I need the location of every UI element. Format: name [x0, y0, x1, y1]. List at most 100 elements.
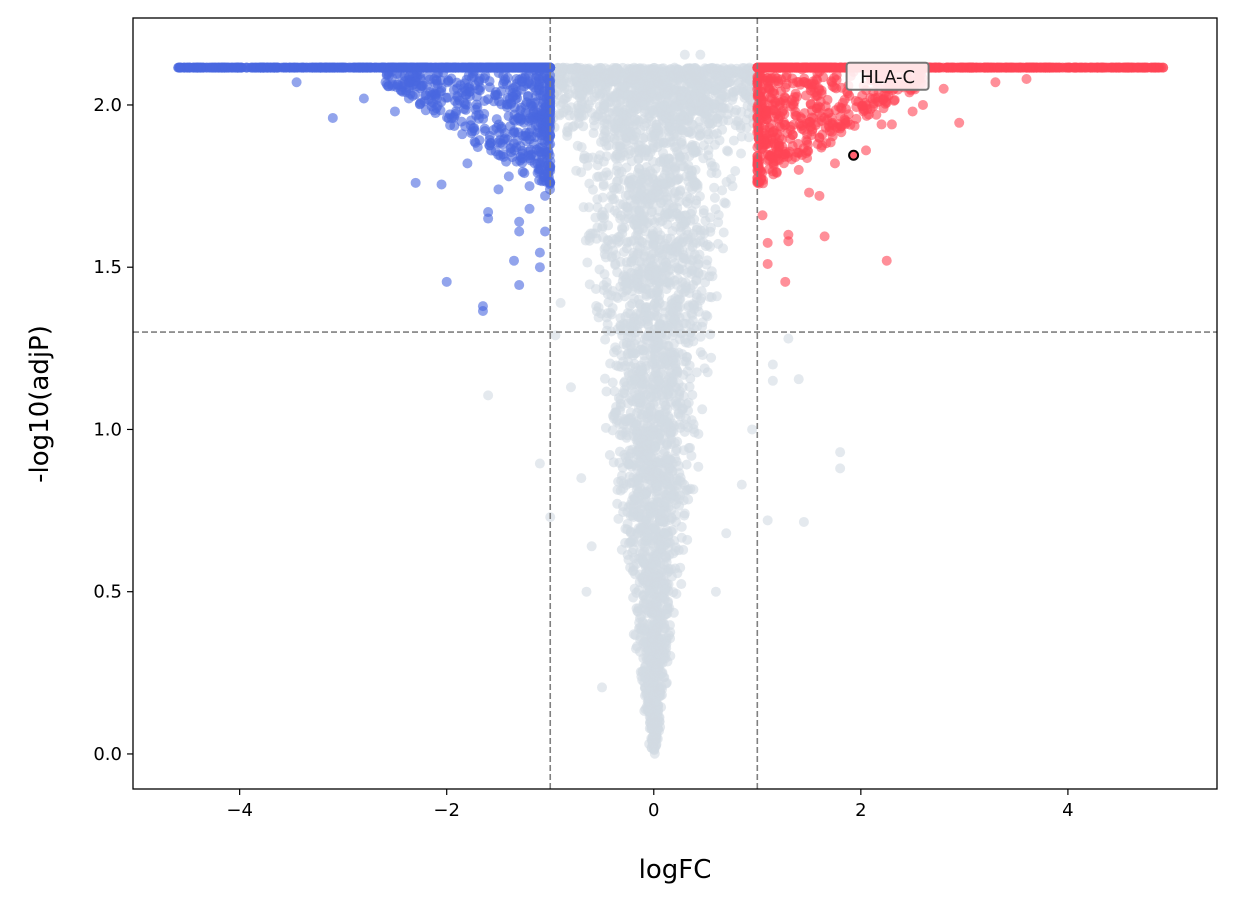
point-ns [653, 77, 664, 88]
point-ns [658, 517, 669, 528]
point-ns [653, 699, 664, 710]
point-ns [706, 352, 717, 363]
point-ns [673, 409, 684, 420]
point-ns [641, 701, 652, 712]
point-ns [703, 118, 714, 129]
point-down [255, 62, 266, 73]
point-down [185, 62, 196, 73]
point-ns [609, 413, 620, 424]
point-ns [611, 135, 622, 146]
point-ns [835, 447, 846, 458]
point-ns [675, 472, 686, 483]
point-ns [614, 457, 625, 468]
point-down [496, 121, 507, 132]
point-ns [676, 579, 687, 590]
point-down [289, 62, 300, 73]
point-ns [652, 618, 663, 629]
point-ns [633, 314, 644, 325]
point-ns [573, 82, 584, 93]
point-ns [567, 121, 578, 132]
point-ns [657, 273, 668, 284]
point-ns [673, 545, 684, 556]
point-ns [560, 93, 571, 104]
point-ns [710, 204, 721, 215]
point-ns [626, 182, 637, 193]
point-ns [581, 586, 592, 597]
point-ns [582, 257, 593, 268]
point-ns [634, 458, 645, 469]
point-ns [665, 397, 676, 408]
point-ns [690, 198, 701, 209]
point-ns [762, 515, 773, 526]
point-ns [681, 318, 692, 329]
point-ns [620, 360, 631, 371]
point-ns [676, 136, 687, 147]
point-ns [654, 319, 665, 330]
point-ns [723, 146, 734, 157]
point-ns [624, 414, 635, 425]
point-down [540, 226, 551, 237]
point-ns [705, 63, 716, 74]
point-ns [700, 310, 711, 321]
point-down [540, 190, 551, 201]
point-down [291, 77, 302, 88]
point-ns [605, 358, 616, 369]
point-down [524, 181, 535, 192]
point-ns [694, 130, 705, 141]
points-layer [173, 49, 1169, 759]
point-ns [675, 226, 686, 237]
point-down [479, 123, 490, 134]
point-ns [716, 89, 727, 100]
point-ns [609, 118, 620, 129]
point-ns [641, 486, 652, 497]
point-ns [634, 116, 645, 127]
point-ns [650, 732, 661, 743]
point-ns [683, 337, 694, 348]
point-ns [681, 485, 692, 496]
point-ns [598, 213, 609, 224]
point-down [406, 77, 417, 88]
point-ns [656, 102, 667, 113]
point-ns [633, 294, 644, 305]
point-ns [692, 301, 703, 312]
point-ns [645, 383, 656, 394]
point-ns [694, 191, 705, 202]
point-down [515, 115, 526, 126]
point-ns [683, 176, 694, 187]
point-ns [534, 458, 545, 469]
point-ns [721, 176, 732, 187]
point-down [498, 151, 509, 162]
point-ns [577, 98, 588, 109]
point-ns [619, 270, 630, 281]
point-down [327, 112, 338, 123]
point-ns [701, 80, 712, 91]
point-ns [672, 202, 683, 213]
point-ns [657, 339, 668, 350]
point-ns [679, 49, 690, 60]
point-down [501, 102, 512, 113]
point-down [534, 247, 545, 258]
point-down [474, 85, 485, 96]
point-ns [672, 174, 683, 185]
point-ns [660, 653, 671, 664]
point-ns [590, 283, 601, 294]
point-ns [687, 64, 698, 75]
point-ns [661, 118, 672, 129]
point-down [477, 306, 488, 317]
point-ns [681, 459, 692, 470]
point-ns [555, 67, 566, 78]
point-ns [665, 627, 676, 638]
point-down [537, 64, 548, 75]
point-ns [666, 244, 677, 255]
point-down [498, 70, 509, 81]
point-ns [673, 461, 684, 472]
point-ns [600, 422, 611, 433]
point-ns [658, 195, 669, 206]
point-down [516, 84, 527, 95]
point-ns [691, 367, 702, 378]
point-down [387, 79, 398, 90]
point-ns [656, 434, 667, 445]
point-down [446, 112, 457, 123]
point-ns [616, 470, 627, 481]
point-ns [651, 666, 662, 677]
